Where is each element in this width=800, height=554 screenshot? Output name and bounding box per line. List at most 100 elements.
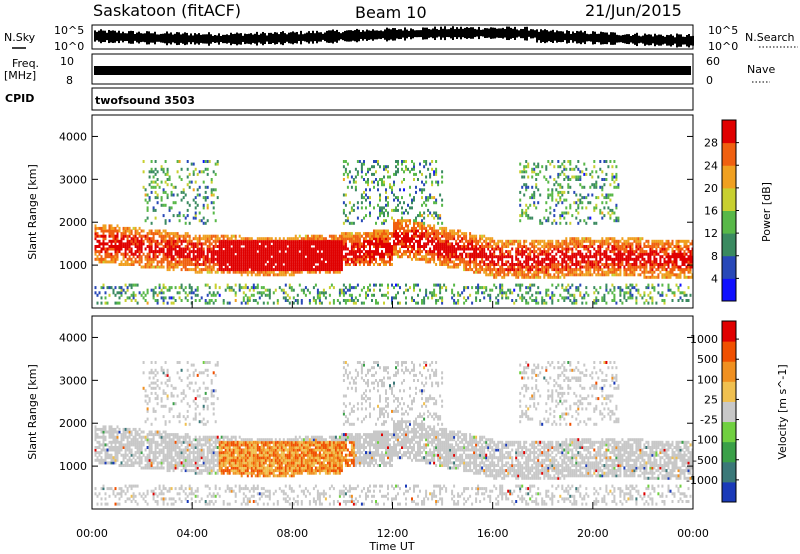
power-cell: [298, 252, 301, 256]
power-cell: [246, 239, 249, 243]
power-cell: [124, 260, 127, 264]
nsky-trace-bar: [406, 29, 408, 39]
power-cell: [445, 252, 448, 256]
power-cell: [244, 263, 247, 266]
power-cell: [214, 188, 217, 192]
power-cell: [116, 255, 119, 259]
power-cell: [369, 203, 371, 207]
power-cell: [124, 283, 127, 287]
nsky-trace-bar: [418, 30, 420, 38]
power-cell: [166, 172, 169, 176]
power-cell: [270, 237, 273, 241]
power-cell: [116, 229, 119, 233]
power-cell: [304, 245, 307, 248]
power-cell: [218, 260, 221, 264]
power-cell: [531, 265, 534, 269]
power-cell: [356, 242, 359, 246]
power-cell: [230, 234, 233, 238]
power-cell: [389, 257, 391, 261]
power-cell: [637, 265, 640, 269]
power-cell: [134, 234, 137, 238]
nsky-trace-bar: [492, 27, 494, 39]
power-cell: [393, 208, 395, 212]
power-cell: [539, 270, 542, 274]
power-cell: [102, 239, 105, 243]
power-cell: [413, 232, 415, 236]
power-cell: [373, 172, 375, 176]
nsky-trace-bar: [484, 28, 486, 39]
power-cell: [210, 190, 213, 194]
power-cell: [435, 247, 438, 251]
power-cell: [288, 260, 291, 264]
power-cell: [539, 291, 542, 295]
power-cell: [260, 255, 263, 259]
power-cell: [194, 268, 197, 272]
power-cell: [547, 242, 550, 246]
power-cell: [356, 239, 359, 243]
power-cell: [501, 293, 504, 297]
power-cell: [441, 170, 444, 174]
power-cell: [593, 270, 596, 274]
power-cell: [521, 263, 524, 266]
power-cell: [601, 242, 604, 246]
power-cell: [541, 299, 544, 302]
power-cell: [212, 301, 215, 305]
power-cell: [314, 239, 317, 243]
power-cell: [352, 301, 355, 305]
power-cell: [525, 165, 528, 169]
nsky-trace-bar: [114, 30, 116, 43]
nsky-trace-bar: [560, 31, 562, 43]
power-cell: [162, 291, 165, 295]
power-cell: [585, 291, 588, 295]
power-cell: [381, 232, 383, 236]
power-cell: [214, 172, 217, 176]
power-cell: [453, 237, 456, 241]
power-cell: [393, 224, 395, 228]
power-cell: [316, 296, 319, 300]
power-cell: [459, 293, 462, 297]
power-cell: [385, 229, 387, 233]
power-cell: [162, 247, 165, 251]
power-cell: [577, 175, 580, 179]
power-cell: [639, 250, 642, 254]
power-cell: [581, 239, 584, 243]
power-cell: [126, 237, 129, 241]
power-cell: [152, 296, 155, 300]
power-cell: [292, 268, 295, 272]
power-cell: [242, 237, 245, 241]
power-cell: [358, 263, 361, 266]
power-cell: [322, 257, 325, 261]
power-cell: [639, 255, 642, 259]
power-cell: [122, 237, 125, 241]
power-cell: [405, 250, 407, 254]
power-cell: [210, 247, 213, 251]
power-cell: [445, 288, 448, 292]
power-cell: [393, 234, 395, 238]
power-cell: [553, 247, 556, 251]
power-cell: [371, 234, 373, 238]
nsky-trace-bar: [210, 34, 212, 44]
power-cell: [180, 252, 183, 256]
power-cell: [523, 167, 526, 171]
power-cell: [577, 273, 580, 277]
power-cell: [465, 237, 468, 241]
power-cell: [371, 232, 373, 236]
power-cell: [627, 268, 630, 272]
power-cell: [521, 208, 524, 212]
power-cell: [517, 268, 520, 272]
power-cell: [290, 265, 293, 269]
power-cell: [521, 255, 524, 259]
power-cell: [244, 237, 247, 241]
power-cell: [328, 263, 331, 266]
power-cell: [475, 263, 478, 266]
power-cell: [547, 188, 550, 192]
power-cell: [501, 291, 504, 295]
power-cell: [342, 178, 345, 181]
power-cell: [383, 252, 385, 256]
power-cell: [312, 263, 315, 266]
power-cell: [507, 252, 510, 256]
power-cell: [581, 170, 584, 174]
power-cell: [431, 160, 434, 163]
power-cell: [481, 291, 484, 295]
power-cell: [433, 239, 436, 243]
